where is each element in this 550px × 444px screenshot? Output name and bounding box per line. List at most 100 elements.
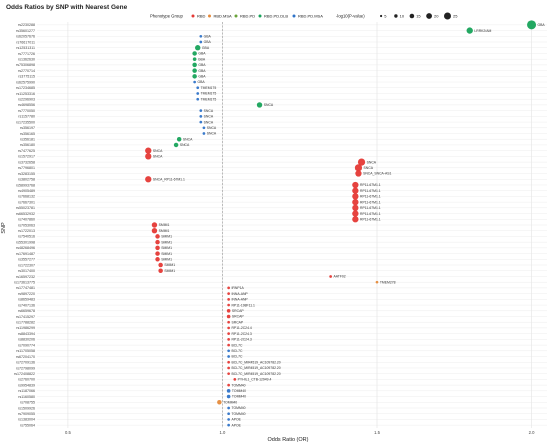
y-tick-label: rs7407860 <box>18 218 35 222</box>
y-tick-label: rs356197 <box>20 126 35 130</box>
legend-size-label: 15 <box>416 14 421 19</box>
data-point <box>199 34 203 38</box>
gene-label: GBA <box>198 52 206 56</box>
y-tick-label: rs3732658 <box>18 160 35 164</box>
data-point <box>199 109 203 112</box>
gene-label: GBA <box>204 40 212 44</box>
y-tick-label: rs7053063 <box>18 223 35 227</box>
y-tick-label: rs1362630 <box>18 57 35 61</box>
data-point <box>202 126 206 130</box>
gene-label: SMIM1 <box>161 246 172 250</box>
gene-label: RP11-67M1.1 <box>360 200 381 204</box>
data-point <box>227 372 230 376</box>
y-tick-label: rs7770050 <box>18 109 35 113</box>
y-tick-label: rs7477625 <box>18 149 35 153</box>
y-tick-label: rs7668132 <box>18 195 35 199</box>
legend-item-label: RBD.MSA <box>214 14 233 19</box>
data-point <box>151 228 158 234</box>
gene-label: SNCA <box>183 137 193 141</box>
gene-label: TOMM40 <box>231 383 245 387</box>
data-point <box>192 51 197 56</box>
data-point <box>192 57 197 61</box>
gene-label: GBA <box>202 46 210 50</box>
gene-label: GBA <box>198 69 206 73</box>
legend-size-label: 20 <box>434 14 439 19</box>
data-point <box>466 27 473 34</box>
data-point <box>256 102 263 108</box>
x-axis-title: Odds Ratio (OR) <box>268 437 309 443</box>
gene-label: RP11-2C24.3 <box>231 338 251 342</box>
data-point <box>199 120 203 124</box>
y-tick-label: rs3802758 <box>18 178 35 182</box>
data-point <box>158 268 163 273</box>
x-axis-ticks: 0.5 1.0 1.5 2.0 <box>65 430 535 435</box>
gene-label: RP11-2C24.4 <box>231 326 251 330</box>
data-point <box>196 86 200 90</box>
y-tick-label: rs356180 <box>20 143 35 147</box>
y-tick-label: rs7771726 <box>18 52 35 56</box>
data-point <box>217 400 222 405</box>
legend-swatch <box>292 14 296 18</box>
gene-label: SNCA <box>264 103 274 107</box>
legend-size-circle <box>444 12 451 20</box>
data-point <box>227 338 230 341</box>
gene-label: APOE <box>231 418 241 422</box>
gene-label: RP11-67M1.1 <box>360 206 381 210</box>
data-point <box>352 204 359 211</box>
gene-label: TMEM278 <box>380 280 396 284</box>
y-tick-label: rs2296903 <box>18 97 35 101</box>
data-point <box>226 389 231 393</box>
gene-label: SNCA <box>207 126 217 130</box>
data-point <box>227 343 230 347</box>
gene-label: SNCA_RP11-67M1.1 <box>153 177 185 181</box>
data-points <box>145 20 537 427</box>
y-tick-label: rs16597232 <box>16 275 35 279</box>
y-tick-label: rs17234685 <box>16 86 35 90</box>
gene-label: SMIM1 <box>164 269 175 273</box>
y-tick-label: rs9954839 <box>18 383 35 387</box>
y-tick-label: rs3557277 <box>18 258 35 262</box>
gene-label: TMEM175 <box>201 86 217 90</box>
y-tick-label: rs4905489 <box>18 189 35 193</box>
legend-size-title: -log10(P-value) <box>336 14 365 19</box>
y-axis-title: SNP <box>1 222 7 234</box>
data-point <box>329 275 332 278</box>
y-tick-label: rs55301998 <box>16 240 35 244</box>
gene-label: SNCA <box>364 166 374 170</box>
y-tick-label: rs7090774 <box>18 343 35 347</box>
y-tick-label: rs1157780 <box>18 115 35 119</box>
data-point <box>192 68 197 73</box>
y-tick-label: rs72798099 <box>16 366 35 370</box>
gene-label: BCL7C <box>231 349 242 353</box>
data-point <box>227 292 230 295</box>
y-tick-label: rs17235500 <box>16 120 35 124</box>
data-point <box>151 222 158 228</box>
data-point <box>352 216 359 223</box>
data-point <box>176 136 182 142</box>
gene-label: SMIM1 <box>164 263 175 267</box>
data-point <box>227 297 230 301</box>
legend-item-label: RBD <box>197 14 206 19</box>
data-point <box>227 406 230 410</box>
gene-label: SMIM1 <box>161 252 172 256</box>
data-point <box>233 378 237 381</box>
y-tick-label: rs8830206 <box>18 338 35 342</box>
legend-swatch <box>234 14 238 18</box>
gene-label: RP11-67M1.1 <box>360 183 381 187</box>
gene-label: SNCA_SNCA-AS1 <box>363 172 391 176</box>
legend-swatch <box>191 14 195 18</box>
data-point <box>158 262 163 268</box>
gene-label: RP11-67M1.1 <box>360 189 381 193</box>
data-point <box>196 97 200 101</box>
data-point <box>202 132 206 135</box>
gene-label: INNA-ANP <box>231 292 248 296</box>
legend-size-label: 5 <box>384 14 387 19</box>
gene-label: APOE <box>231 423 241 427</box>
gene-label: PYHIL1_CTB-12949.4 <box>238 378 272 382</box>
y-tick-label: rs35601277 <box>16 29 35 33</box>
gene-label: GBA <box>197 80 205 84</box>
data-point <box>155 239 160 245</box>
data-point <box>226 308 231 313</box>
gene-label: SNCA <box>180 143 190 147</box>
